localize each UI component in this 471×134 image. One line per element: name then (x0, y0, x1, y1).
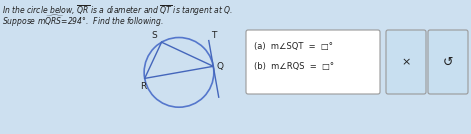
FancyBboxPatch shape (428, 30, 468, 94)
FancyBboxPatch shape (246, 30, 380, 94)
Text: S: S (152, 31, 158, 40)
Text: ×: × (401, 57, 411, 67)
Text: ↺: ↺ (443, 55, 453, 68)
FancyBboxPatch shape (386, 30, 426, 94)
Text: (a)  m∠SQT  =  □°: (a) m∠SQT = □° (254, 42, 333, 51)
Text: In the circle below, $\overline{QR}$ is a diameter and $\overline{QT}$ is tangen: In the circle below, $\overline{QR}$ is … (2, 3, 233, 18)
Text: R: R (140, 82, 147, 91)
Text: Q: Q (216, 62, 223, 71)
Text: (b)  m∠RQS  =  □°: (b) m∠RQS = □° (254, 62, 334, 71)
Text: Suppose m$\widehat{QRS}$=294°.  Find the following.: Suppose m$\widehat{QRS}$=294°. Find the … (2, 13, 164, 29)
Text: T: T (211, 31, 216, 40)
